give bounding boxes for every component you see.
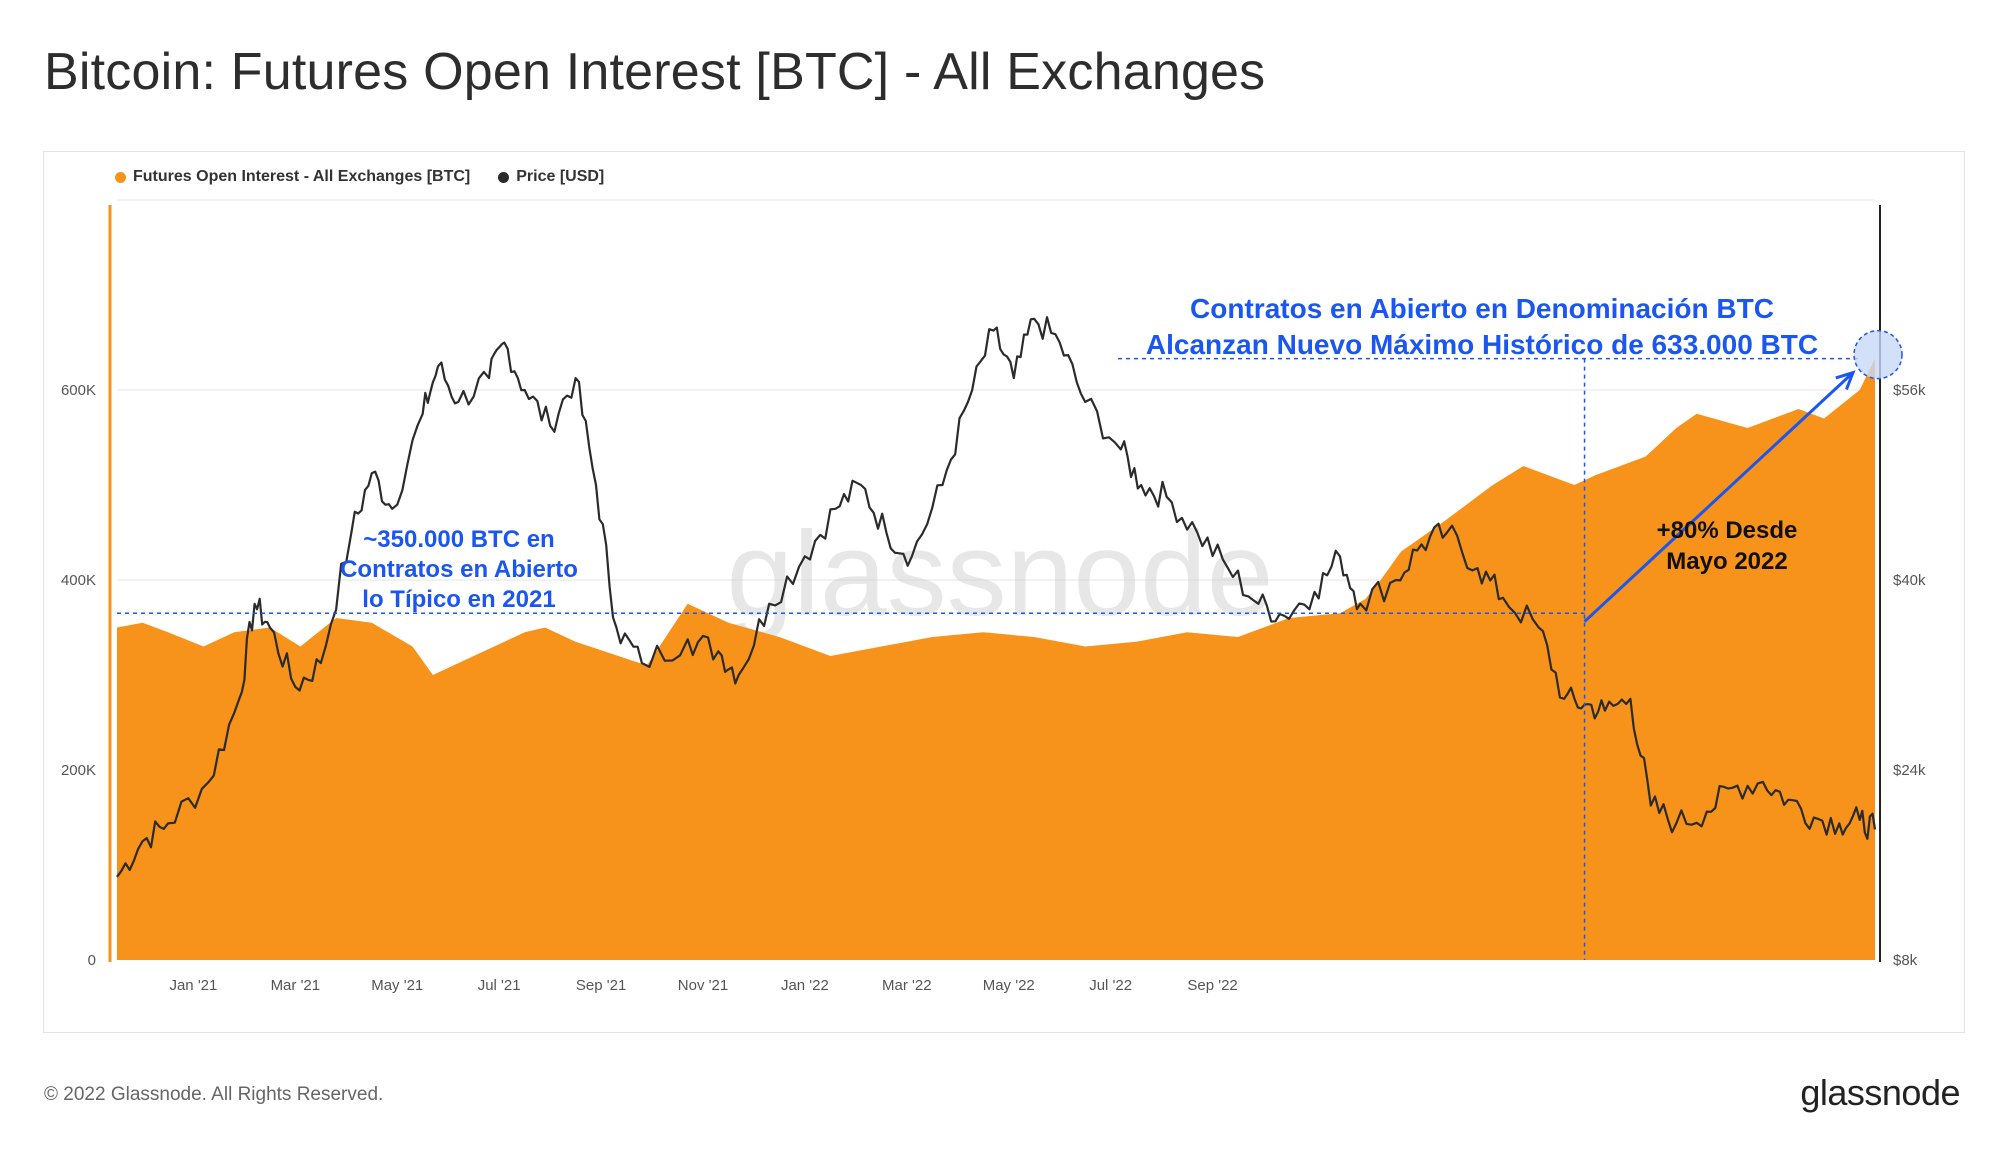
open-interest-area	[117, 358, 1875, 961]
footer-copyright: © 2022 Glassnode. All Rights Reserved.	[44, 1084, 384, 1105]
growth-arrow	[1583, 371, 1855, 623]
price-line	[116, 316, 1877, 878]
y-left-tick: 400K	[61, 572, 96, 589]
y-right-tick: $56k	[1893, 382, 1926, 399]
annotation-typical-note: Contratos en Abierto	[340, 556, 578, 583]
annotation-ath-note: Contratos en Abierto en Denominación BTC	[1190, 293, 1774, 324]
page-title: Bitcoin: Futures Open Interest [BTC] - A…	[44, 43, 1266, 101]
legend-dot-open-interest	[115, 171, 126, 183]
x-tick-label: Mar '22	[882, 977, 932, 994]
legend-dot-price	[498, 171, 510, 183]
y-left-tick: 0	[88, 952, 96, 969]
annotation-ath-note: Alcanzan Nuevo Máximo Histórico de 633.0…	[1146, 329, 1818, 360]
legend-label-price: Price [USD]	[516, 168, 605, 185]
chart-legend: Futures Open Interest - All Exchanges [B…	[115, 168, 604, 186]
ath-highlight-circle	[1853, 329, 1903, 380]
annotation-typical-note: lo Típico en 2021	[362, 586, 555, 613]
y-right-tick: $40k	[1893, 572, 1926, 589]
annotation-growth-note: +80% Desde	[1657, 517, 1798, 544]
x-tick-label: Nov '21	[678, 977, 728, 994]
chart-card	[43, 151, 1965, 1033]
watermark: glassnode	[726, 507, 1273, 641]
glassnode-logo: glassnode	[1800, 1072, 1960, 1113]
x-tick-label: Jan '21	[169, 977, 217, 994]
legend-item-price[interactable]: Price [USD]	[498, 168, 604, 186]
legend-label-open-interest: Futures Open Interest - All Exchanges [B…	[133, 168, 471, 185]
y-left-tick: 200K	[61, 762, 96, 779]
x-tick-label: May '22	[983, 977, 1035, 994]
x-tick-label: Jul '21	[478, 977, 521, 994]
legend-item-open-interest[interactable]: Futures Open Interest - All Exchanges [B…	[115, 168, 470, 186]
y-right-tick: $24k	[1893, 762, 1926, 779]
annotation-typical-note: ~350.000 BTC en	[363, 526, 554, 553]
y-right-tick: $8k	[1893, 952, 1918, 969]
growth-arrow-head	[1835, 370, 1856, 390]
x-tick-label: Sep '21	[576, 977, 626, 994]
x-tick-label: Jan '22	[781, 977, 829, 994]
x-tick-label: Jul '22	[1089, 977, 1132, 994]
x-tick-label: Sep '22	[1187, 977, 1237, 994]
annotation-growth-note: Mayo 2022	[1666, 548, 1787, 575]
x-tick-label: Mar '21	[271, 977, 321, 994]
y-left-tick: 600K	[61, 382, 96, 399]
x-tick-label: May '21	[371, 977, 423, 994]
